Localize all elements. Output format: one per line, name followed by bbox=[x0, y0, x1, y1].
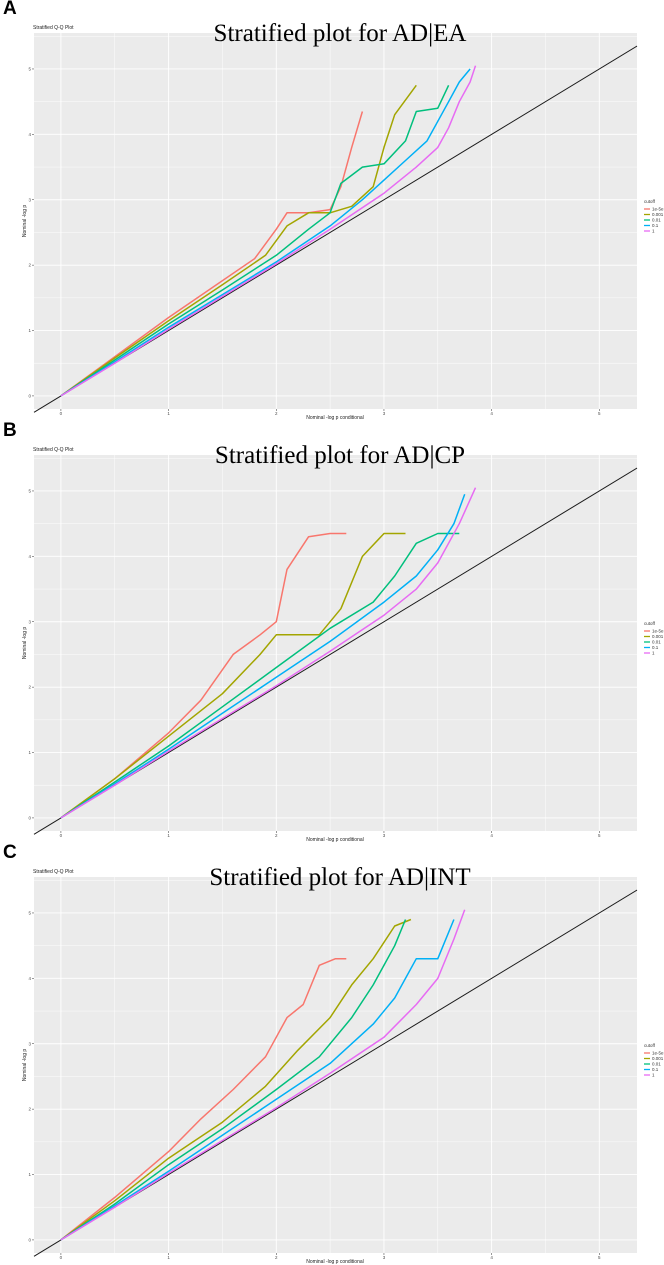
x-axis-label: Nominal -log p conditional bbox=[306, 1259, 364, 1265]
legend-label: 0.001 bbox=[652, 1056, 664, 1061]
panel-c: C 0 1 2 3 4 5 0 1 2 3 4 5 Stratified Q-Q Plot Stratif… bbox=[0, 842, 664, 1265]
x-tick-label: 1 bbox=[167, 833, 170, 838]
y-tick-label: 5 bbox=[28, 911, 31, 916]
series-line-0.1 bbox=[60, 919, 455, 1241]
legend-title: cutoff bbox=[644, 621, 656, 626]
y-tick-label: 4 bbox=[28, 554, 31, 559]
y-axis-label: Nominal -log p bbox=[22, 627, 28, 659]
plot-title: Stratified plot for AD|CP bbox=[215, 442, 465, 469]
y-axis-label: Nominal -log p bbox=[22, 205, 28, 237]
legend-label: 0.01 bbox=[652, 1062, 661, 1067]
x-tick-label: 5 bbox=[598, 411, 601, 416]
series-line-1 bbox=[60, 65, 477, 397]
qq-chart-a: 0 1 2 3 4 5 0 1 2 3 4 5 Stratified Q-Q Plot Stratifie… bbox=[22, 20, 664, 421]
plot-title: Stratified plot for AD|INT bbox=[209, 864, 470, 891]
x-tick-label: 0 bbox=[60, 1255, 63, 1260]
panel-letter: C bbox=[3, 842, 17, 863]
plot-title: Stratified plot for AD|EA bbox=[214, 20, 467, 47]
series-line-1e-5e bbox=[60, 111, 364, 397]
series-line-0.001 bbox=[60, 84, 417, 397]
y-tick-label: 2 bbox=[28, 685, 31, 690]
x-tick-label: 1 bbox=[167, 411, 170, 416]
series-line-0.01 bbox=[60, 84, 450, 397]
y-tick-label: 4 bbox=[28, 976, 31, 981]
legend-label: 0.1 bbox=[652, 223, 659, 228]
x-tick-label: 5 bbox=[598, 833, 601, 838]
y-tick-label: 5 bbox=[28, 489, 31, 494]
plot-background bbox=[34, 455, 637, 831]
legend-label: 1 bbox=[652, 229, 655, 234]
series-line-1 bbox=[60, 909, 466, 1241]
x-axis-label: Nominal -log p conditional bbox=[306, 415, 364, 421]
series-line-0.01 bbox=[60, 532, 460, 819]
x-tick-label: 3 bbox=[383, 1255, 386, 1260]
series-line-1e-5e bbox=[60, 957, 347, 1241]
y-tick-label: 0 bbox=[28, 394, 31, 399]
x-tick-label: 4 bbox=[490, 411, 493, 416]
x-tick-label: 3 bbox=[383, 833, 386, 838]
panel-b: B 0 1 2 3 4 5 0 1 2 3 4 5 Stratified Q-Q Plot Stratif… bbox=[0, 420, 664, 843]
x-tick-label: 0 bbox=[60, 833, 63, 838]
series-line-0.001 bbox=[60, 918, 412, 1241]
series-line-0.1 bbox=[60, 493, 466, 819]
x-tick-label: 2 bbox=[275, 411, 278, 416]
legend-label: 1e-5e bbox=[652, 1051, 664, 1056]
y-tick-label: 1 bbox=[28, 750, 31, 755]
legend-title: cutoff bbox=[644, 1043, 656, 1048]
legend-label: 1 bbox=[652, 651, 655, 656]
x-tick-label: 1 bbox=[167, 1255, 170, 1260]
series-line-0.1 bbox=[60, 68, 471, 397]
y-tick-label: 3 bbox=[28, 197, 31, 202]
small-plot-title: Stratified Q-Q Plot bbox=[33, 25, 74, 31]
legend-label: 1e-5e bbox=[652, 207, 664, 212]
y-tick-label: 3 bbox=[28, 619, 31, 624]
x-tick-label: 4 bbox=[490, 1255, 493, 1260]
series-line-1 bbox=[60, 487, 477, 819]
legend-label: 1 bbox=[652, 1073, 655, 1078]
y-tick-label: 4 bbox=[28, 132, 31, 137]
x-tick-label: 3 bbox=[383, 411, 386, 416]
legend-label: 0.001 bbox=[652, 634, 664, 639]
x-tick-label: 4 bbox=[490, 833, 493, 838]
y-tick-label: 2 bbox=[28, 263, 31, 268]
y-tick-label: 5 bbox=[28, 67, 31, 72]
y-tick-label: 1 bbox=[28, 1172, 31, 1177]
small-plot-title: Stratified Q-Q Plot bbox=[33, 869, 74, 875]
x-tick-label: 2 bbox=[275, 833, 278, 838]
x-tick-label: 2 bbox=[275, 1255, 278, 1260]
legend-label: 0.01 bbox=[652, 640, 661, 645]
legend-label: 0.01 bbox=[652, 218, 661, 223]
legend-label: 1e-5e bbox=[652, 629, 664, 634]
y-tick-label: 0 bbox=[28, 1238, 31, 1243]
qq-chart-b: 0 1 2 3 4 5 0 1 2 3 4 5 Stratified Q-Q Plot Stratifie… bbox=[22, 442, 664, 843]
panel-letter: B bbox=[3, 420, 17, 441]
qq-chart-c: 0 1 2 3 4 5 0 1 2 3 4 5 Stratified Q-Q Plot Stratifie… bbox=[22, 864, 664, 1265]
legend-title: cutoff bbox=[644, 199, 656, 204]
legend-label: 0.1 bbox=[652, 645, 659, 650]
y-axis-label: Nominal -log p bbox=[22, 1049, 28, 1081]
series-line-1e-5e bbox=[60, 532, 347, 819]
x-tick-label: 0 bbox=[60, 411, 63, 416]
panel-letter: A bbox=[3, 0, 17, 19]
y-tick-label: 2 bbox=[28, 1107, 31, 1112]
small-plot-title: Stratified Q-Q Plot bbox=[33, 447, 74, 453]
x-tick-label: 5 bbox=[598, 1255, 601, 1260]
series-line-0.001 bbox=[60, 532, 406, 819]
y-tick-label: 3 bbox=[28, 1041, 31, 1046]
y-tick-label: 1 bbox=[28, 328, 31, 333]
x-axis-label: Nominal -log p conditional bbox=[306, 837, 364, 843]
legend-label: 0.1 bbox=[652, 1067, 659, 1072]
series-line-0.01 bbox=[60, 919, 407, 1241]
y-tick-label: 0 bbox=[28, 816, 31, 821]
legend-label: 0.001 bbox=[652, 212, 664, 217]
panel-a: A 0 1 2 3 4 5 0 1 2 3 4 5 Stratified Q-Q Plot Stratif… bbox=[0, 0, 664, 421]
